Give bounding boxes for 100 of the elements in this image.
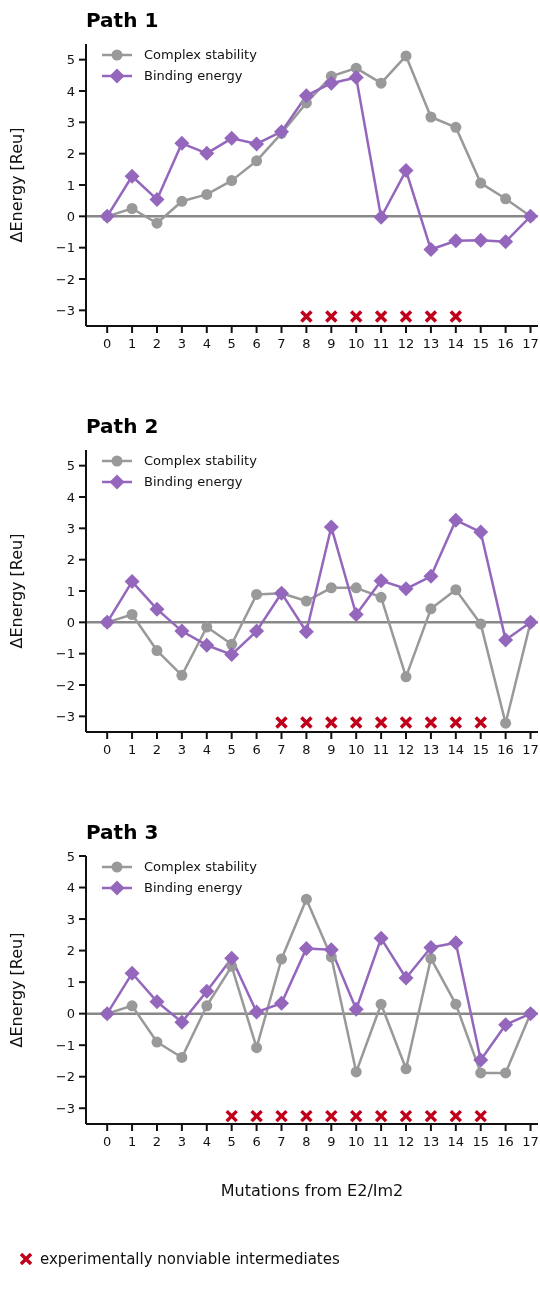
point bbox=[249, 1004, 265, 1020]
point bbox=[299, 309, 314, 324]
x-tick-label: 17 bbox=[522, 742, 539, 758]
y-tick-label: 2 bbox=[66, 146, 75, 162]
y-tick-label: 5 bbox=[66, 52, 75, 68]
point bbox=[424, 1109, 438, 1123]
point bbox=[201, 621, 213, 633]
point bbox=[300, 595, 312, 607]
point bbox=[375, 998, 387, 1010]
point bbox=[349, 1109, 363, 1123]
chart-title: Path 3 bbox=[86, 820, 160, 846]
point bbox=[299, 1109, 314, 1123]
point bbox=[423, 242, 439, 258]
x-tick-label: 14 bbox=[447, 742, 465, 758]
y-axis-title: ΔEnergy [Reu] bbox=[6, 127, 26, 243]
point bbox=[473, 715, 488, 730]
point bbox=[224, 647, 240, 663]
point bbox=[126, 609, 138, 620]
point bbox=[124, 574, 140, 590]
point bbox=[450, 121, 462, 133]
point bbox=[251, 1042, 263, 1054]
x-tick-label: 16 bbox=[497, 336, 514, 352]
point bbox=[500, 1067, 512, 1079]
point bbox=[373, 573, 389, 589]
x-tick-label: 13 bbox=[422, 336, 440, 352]
x-axis-title: Mutations from E2/Im2 bbox=[220, 1181, 404, 1200]
point bbox=[400, 1063, 412, 1075]
x-tick-label: 6 bbox=[252, 1134, 261, 1150]
point bbox=[349, 715, 363, 730]
point bbox=[299, 715, 314, 730]
y-tick-label: 1 bbox=[66, 974, 75, 990]
y-tick-label: −3 bbox=[55, 302, 75, 318]
x-tick-label: 2 bbox=[152, 336, 162, 352]
x-tick-label: 13 bbox=[422, 1134, 440, 1150]
point bbox=[323, 942, 339, 958]
point bbox=[400, 671, 412, 683]
point bbox=[348, 1001, 364, 1017]
point bbox=[226, 175, 238, 187]
point bbox=[176, 669, 188, 681]
x-tick-label: 7 bbox=[277, 336, 286, 352]
point bbox=[224, 950, 240, 966]
point bbox=[398, 581, 414, 597]
point bbox=[348, 70, 364, 86]
y-tick-label: 3 bbox=[66, 520, 75, 536]
y-tick-label: −2 bbox=[55, 271, 75, 287]
point bbox=[251, 588, 263, 600]
point bbox=[224, 130, 240, 146]
point bbox=[475, 618, 487, 630]
point bbox=[323, 519, 339, 535]
point bbox=[273, 995, 289, 1011]
y-tick-label: 5 bbox=[66, 458, 75, 474]
x-tick-label: 10 bbox=[347, 742, 365, 758]
point bbox=[449, 1109, 463, 1123]
y-tick-label: −2 bbox=[55, 1069, 75, 1085]
y-tick-label: 2 bbox=[66, 943, 75, 959]
chart-title: Path 2 bbox=[86, 414, 160, 440]
point bbox=[399, 1109, 413, 1123]
x-tick-label: 10 bbox=[347, 1134, 365, 1150]
point bbox=[398, 163, 414, 179]
x-tick-label: 17 bbox=[522, 1134, 539, 1150]
x-tick-label: 10 bbox=[347, 336, 365, 352]
x-tick-label: 9 bbox=[327, 1134, 336, 1150]
point bbox=[375, 591, 387, 603]
point bbox=[176, 1051, 188, 1063]
point bbox=[249, 623, 265, 639]
point bbox=[226, 638, 238, 650]
point bbox=[350, 582, 362, 594]
y-tick-label: 4 bbox=[66, 83, 75, 99]
point bbox=[176, 195, 188, 207]
point bbox=[424, 715, 438, 730]
point bbox=[298, 88, 314, 104]
x-tick-label: 2 bbox=[152, 1134, 162, 1150]
point bbox=[498, 234, 514, 250]
point bbox=[373, 930, 389, 946]
point bbox=[448, 935, 464, 951]
point bbox=[425, 952, 437, 964]
y-tick-label: 0 bbox=[66, 1006, 75, 1022]
point bbox=[425, 603, 437, 615]
point bbox=[149, 191, 165, 207]
y-tick-label: 3 bbox=[66, 114, 75, 130]
point bbox=[449, 715, 463, 730]
point bbox=[423, 568, 439, 584]
legend-label: Complex stability bbox=[144, 859, 257, 874]
point bbox=[224, 1109, 239, 1123]
point bbox=[300, 893, 312, 905]
x-tick-label: 3 bbox=[177, 336, 187, 352]
x-tick-label: 11 bbox=[372, 742, 390, 758]
point bbox=[373, 209, 389, 225]
y-tick-label: −1 bbox=[55, 240, 75, 256]
point bbox=[251, 155, 263, 167]
point bbox=[174, 135, 190, 151]
x-tick-label: 3 bbox=[177, 742, 187, 758]
text: experimentally nonviable intermediates bbox=[40, 1250, 340, 1268]
point bbox=[399, 309, 413, 324]
point bbox=[275, 953, 287, 965]
x-tick-label: 0 bbox=[103, 742, 112, 758]
point bbox=[425, 111, 437, 123]
point bbox=[423, 939, 439, 955]
x-tick-label: 8 bbox=[302, 336, 311, 352]
point bbox=[274, 1109, 289, 1123]
